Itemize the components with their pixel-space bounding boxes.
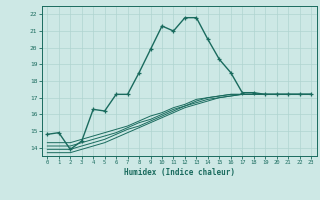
X-axis label: Humidex (Indice chaleur): Humidex (Indice chaleur) [124, 168, 235, 177]
